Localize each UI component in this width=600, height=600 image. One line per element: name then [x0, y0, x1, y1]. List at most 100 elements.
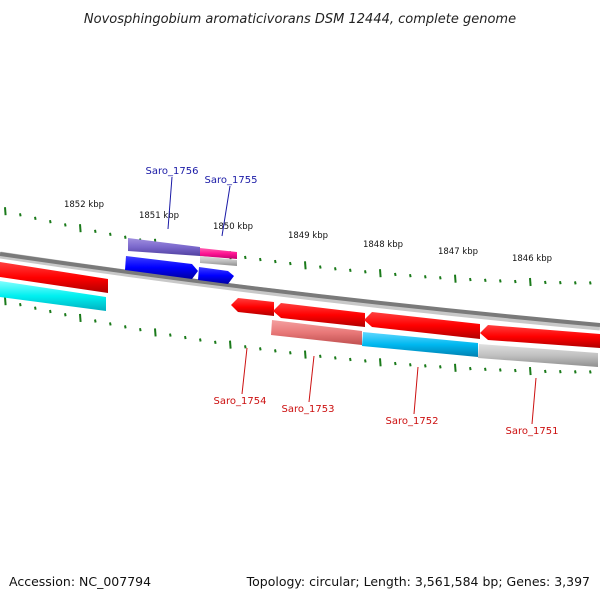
gene-label-saro-1752: Saro_1752: [386, 416, 439, 427]
gene-label-saro-1755: Saro_1755: [205, 175, 258, 186]
ruler-tick: [274, 349, 277, 353]
ruler-tick: [574, 281, 577, 285]
ruler-tick: [529, 366, 532, 376]
ruler-tick: [184, 335, 187, 340]
ruler-tick: [394, 361, 397, 366]
ruler-tick: [34, 306, 37, 310]
ruler-tick: [214, 340, 217, 345]
ruler-tick: [409, 363, 412, 367]
label-leader: [167, 176, 173, 230]
feature-saro-1753-cds: [271, 320, 362, 345]
feature-saro-1752-cds: [362, 332, 478, 357]
ruler-tick: [319, 265, 322, 269]
ruler-tick: [49, 309, 52, 314]
ruler-tick: [64, 223, 67, 227]
kbp-label: 1851 kbp: [139, 211, 179, 221]
ruler-tick: [304, 350, 307, 359]
feature-saro-1755-cds: [198, 267, 234, 284]
inner-tick-ring: [4, 297, 592, 376]
feature-saro-1753-gene: [273, 303, 365, 327]
forward-gene-labels: Saro_1756 Saro_1755: [146, 166, 258, 237]
ruler-tick: [139, 327, 142, 332]
ruler-tick: [379, 269, 382, 278]
ruler-tick: [19, 213, 22, 217]
kbp-label: 1848 kbp: [363, 240, 403, 250]
label-leader: [531, 377, 537, 425]
ruler-tick: [334, 356, 337, 360]
ruler-tick: [589, 370, 592, 374]
feature-saro-1751-gene: [480, 325, 600, 348]
ruler-tick: [364, 270, 367, 274]
ruler-tick: [424, 364, 427, 368]
ruler-tick: [289, 261, 292, 266]
ruler-tick: [544, 369, 547, 374]
ruler-tick: [484, 278, 487, 283]
ruler-tick: [79, 224, 82, 233]
label-leader: [221, 185, 231, 237]
ruler-tick: [169, 333, 172, 337]
map-title: Novosphingobium aromaticivorans DSM 1244…: [84, 12, 516, 27]
accession-text: Accession: NC_007794: [9, 574, 151, 589]
ruler-tick: [454, 274, 457, 283]
ruler-tick: [529, 277, 532, 287]
feature-saro-1752-gene: [364, 312, 480, 339]
feature-saro-1754-gene: [231, 298, 274, 316]
ruler-tick: [304, 261, 307, 270]
ruler-tick: [514, 368, 517, 373]
ruler-tick: [259, 257, 262, 262]
ruler-tick: [499, 279, 502, 283]
feature-saro-1755-region: [200, 256, 237, 266]
ruler-tick: [289, 351, 292, 355]
feature-left-gene: [0, 262, 108, 293]
ruler-tick: [109, 232, 112, 237]
kbp-label: 1849 kbp: [288, 231, 328, 241]
ruler-tick: [244, 255, 247, 260]
ruler-tick: [4, 207, 7, 216]
ruler-tick: [49, 219, 52, 224]
label-leader: [241, 347, 248, 395]
gene-label-saro-1756: Saro_1756: [146, 166, 199, 177]
ruler-tick: [229, 340, 232, 349]
ruler-tick: [274, 259, 277, 264]
ruler-tick: [364, 359, 367, 363]
ruler-tick: [124, 325, 127, 329]
ruler-tick: [439, 276, 442, 280]
kbp-label: 1852 kbp: [64, 200, 104, 210]
ruler-tick: [469, 366, 472, 371]
kbp-label: 1850 kbp: [213, 222, 253, 232]
kbp-labels: 1852 kbp 1851 kbp 1850 kbp 1849 kbp 1848…: [64, 200, 552, 264]
ruler-tick: [499, 368, 502, 372]
ruler-tick: [259, 347, 262, 351]
ruler-tick: [454, 363, 457, 372]
outer-tick-ring: [4, 207, 592, 287]
ruler-tick: [124, 235, 127, 239]
ruler-tick: [349, 357, 352, 362]
ruler-tick: [94, 229, 97, 233]
ruler-tick: [424, 275, 427, 279]
gene-label-saro-1751: Saro_1751: [506, 426, 559, 437]
ruler-tick: [439, 365, 442, 369]
ruler-tick: [4, 297, 7, 306]
kbp-label: 1846 kbp: [512, 254, 552, 264]
ruler-tick: [469, 277, 472, 282]
genome-backbone: [0, 252, 600, 327]
ruler-tick: [394, 272, 397, 277]
ruler-tick: [559, 369, 562, 374]
ruler-tick: [244, 345, 247, 349]
label-leader: [413, 366, 419, 415]
kbp-label: 1847 kbp: [438, 247, 478, 257]
ruler-tick: [334, 267, 337, 271]
ruler-tick: [544, 280, 547, 285]
ruler-tick: [514, 279, 517, 284]
ruler-tick: [319, 354, 322, 359]
feature-saro-1751-cds: [478, 344, 598, 367]
ruler-tick: [559, 280, 562, 285]
ruler-tick: [64, 313, 67, 317]
ruler-tick: [109, 322, 112, 326]
ruler-tick: [409, 273, 412, 278]
ruler-tick: [199, 338, 202, 342]
ruler-tick: [154, 328, 157, 337]
gene-label-saro-1754: Saro_1754: [214, 396, 267, 407]
feature-saro-1756-gene: [128, 238, 200, 256]
